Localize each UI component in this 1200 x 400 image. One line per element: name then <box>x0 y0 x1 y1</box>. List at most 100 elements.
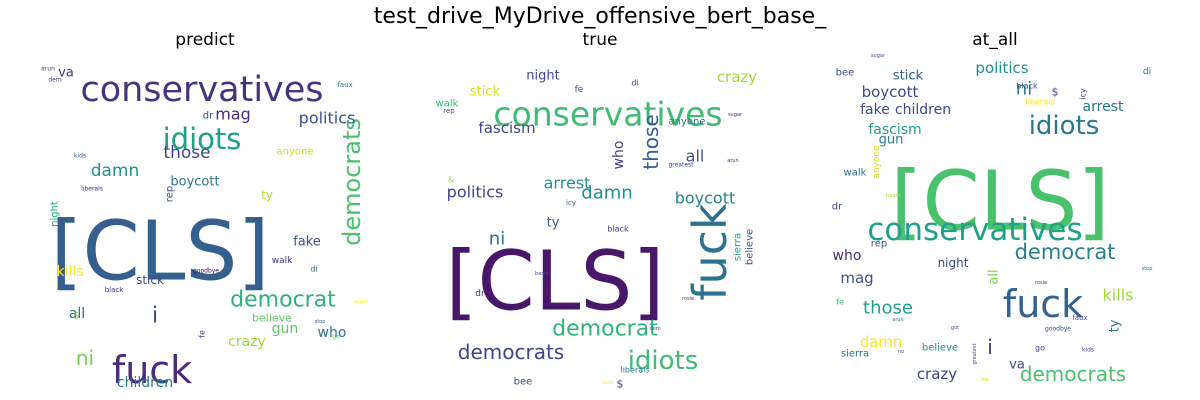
word-walk: walk <box>272 256 293 266</box>
word-arrest: arrest <box>544 174 591 193</box>
word-all: all <box>686 147 705 166</box>
word-crazy: crazy <box>228 334 266 350</box>
word-bee: bee <box>836 68 855 79</box>
word-ty: ty <box>547 216 560 231</box>
word-i: i <box>152 304 158 329</box>
word-ni: ni <box>1016 79 1032 100</box>
word-democrats: democrats <box>458 340 564 364</box>
wordcloud-predict-svg: [CLS] conservatives fuck idiots democrats dem… <box>41 66 369 393</box>
word-: $ <box>73 311 79 322</box>
word-stick: stick <box>470 85 501 100</box>
word-gun: gun <box>879 133 904 148</box>
word-va: va <box>1009 358 1025 373</box>
word-sierra: sierra <box>733 233 744 261</box>
word-crazy: crazy <box>917 365 957 383</box>
word-got: got <box>951 325 959 331</box>
word-ni: ni <box>76 346 94 370</box>
word-all: all <box>987 269 1002 284</box>
word-dr: dr <box>475 289 485 299</box>
word-democrats: democrats <box>338 118 366 246</box>
word-arun: arun <box>892 317 903 323</box>
word-joe: joe <box>980 377 989 383</box>
word-rep: rep <box>165 186 176 202</box>
word-conservatives: conservatives <box>867 212 1082 248</box>
word-kills: kills <box>56 264 83 280</box>
word-no: no <box>898 349 904 355</box>
wordcloud-true-svg: [CLS] conservatives fuck idiots democratdemo… <box>436 68 758 391</box>
word-stick: stick <box>136 273 164 287</box>
word-di: di <box>310 265 317 274</box>
word-sierra: sierra <box>841 349 869 360</box>
figure-title: test_drive_MyDrive_offensive_bert_base_ <box>373 4 827 29</box>
word-all: all <box>69 306 85 322</box>
word-: $ <box>617 378 624 391</box>
word-anyone: anyone <box>669 117 706 128</box>
word-believe: believe <box>252 312 292 325</box>
word-goodbye: goodbye <box>193 268 219 275</box>
word-rosie: rosie <box>1035 280 1047 286</box>
word-beats: beats <box>886 193 900 199</box>
wordcloud-predict: [CLS] conservatives fuck idiots democrats dem… <box>30 52 380 393</box>
word-sugar: sugar <box>354 299 369 305</box>
word-democrats: democrats <box>1020 362 1126 386</box>
word-mag: mag <box>215 105 251 124</box>
word-night: night <box>526 69 559 84</box>
word-cls: [CLS] <box>51 205 270 300</box>
word-greatest: greatest <box>668 162 694 169</box>
word-damn: damn <box>860 333 903 351</box>
word-dr: dr <box>832 202 843 213</box>
word-boycott: boycott <box>862 83 919 101</box>
word-beats: beats <box>535 271 549 277</box>
word-stop: stop <box>315 319 326 325</box>
word-damn: damn <box>91 161 140 181</box>
word-those: those <box>863 298 913 319</box>
word-rep: rep <box>871 239 887 250</box>
word-politics: politics <box>299 109 356 128</box>
word-idiots: idiots <box>628 346 699 376</box>
word-fe: fe <box>575 85 584 95</box>
word-go: go <box>1035 344 1045 353</box>
word-black: black <box>105 286 125 294</box>
word-fascism: fascism <box>868 122 921 138</box>
word-those: those <box>639 114 663 169</box>
word-i: i <box>987 335 993 359</box>
word-stop: stop <box>1142 266 1153 272</box>
word-liberals: liberals <box>620 366 649 375</box>
word-conservatives: conservatives <box>493 95 722 134</box>
word-faux: faux <box>337 81 352 89</box>
panel-title-predict: predict <box>175 30 235 50</box>
word-di: di <box>1143 67 1151 77</box>
word-go: go <box>332 334 340 341</box>
word-politics: politics <box>975 59 1028 77</box>
panel-title-at-all: at_all <box>972 30 1018 50</box>
word-walk: walk <box>436 99 459 110</box>
word-rosie: rosie <box>682 296 694 302</box>
word-sugar: sugar <box>728 112 743 118</box>
word-fake: fake <box>860 102 890 118</box>
word-fe: fe <box>836 298 844 307</box>
word-night: night <box>938 256 969 270</box>
word-cls: [CLS] <box>446 235 665 330</box>
word-idiots: idiots <box>1029 111 1100 141</box>
word-gun: gun <box>272 321 299 337</box>
word-greatest: greatest <box>972 344 978 365</box>
word-faux: faux <box>1072 314 1087 322</box>
word-fe: fe <box>198 330 207 338</box>
word-stick: stick <box>893 69 924 84</box>
word-goodbye: goodbye <box>1045 326 1071 333</box>
word-ty: ty <box>261 188 273 202</box>
word-black: black <box>607 225 629 234</box>
word-sugar: sugar <box>871 53 886 59</box>
word-arun: arun <box>41 66 55 73</box>
word-dem: dem <box>48 77 62 84</box>
word-fascism: fascism <box>478 119 535 137</box>
word-boycott: boycott <box>170 175 219 190</box>
word-idiots: idiots <box>163 122 242 156</box>
word-bee: bee <box>514 377 533 388</box>
wordcloud-at-all-svg: [CLS]conservatives fuck idiots democrat demo… <box>832 53 1153 386</box>
word-va: va <box>58 66 74 81</box>
word-those: those <box>163 143 210 163</box>
wordcloud-true: [CLS] conservatives fuck idiots democrat demo… <box>425 52 775 392</box>
panel-title-true: true <box>582 30 618 50</box>
word-kids: kids <box>1082 347 1094 354</box>
